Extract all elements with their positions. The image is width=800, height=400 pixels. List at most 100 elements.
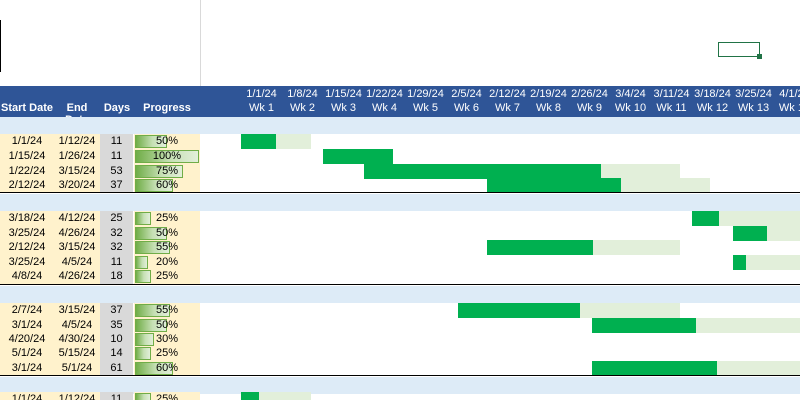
progress-cell[interactable]: 55% xyxy=(134,303,200,318)
end-date-cell[interactable]: 4/30/24 xyxy=(54,332,100,347)
progress-cell[interactable]: 25% xyxy=(134,346,200,361)
days-cell[interactable]: 32 xyxy=(100,226,133,241)
start-date-cell[interactable]: 3/18/24 xyxy=(0,211,54,226)
progress-cell[interactable]: 25% xyxy=(134,211,200,226)
week-number-label: Wk 8 xyxy=(535,102,562,114)
start-date-cell[interactable]: 1/22/24 xyxy=(0,164,54,179)
gantt-bar-remaining[interactable] xyxy=(276,134,312,149)
gantt-bar-remaining[interactable] xyxy=(580,303,681,318)
end-date-cell[interactable]: 4/26/24 xyxy=(54,269,100,284)
end-date-cell[interactable]: 3/15/24 xyxy=(54,303,100,318)
week-number-label: Wk 14 xyxy=(778,102,800,114)
days-cell[interactable]: 25 xyxy=(100,211,133,226)
days-cell[interactable]: 11 xyxy=(100,149,133,164)
end-date-cell[interactable]: 4/12/24 xyxy=(54,211,100,226)
start-date-cell[interactable]: 1/1/24 xyxy=(0,392,54,400)
days-cell[interactable]: 37 xyxy=(100,303,133,318)
progress-cell[interactable]: 50% xyxy=(134,134,200,149)
start-date-cell[interactable]: 3/1/24 xyxy=(0,361,54,376)
section-band xyxy=(0,377,800,394)
gantt-bar-remaining[interactable] xyxy=(719,211,800,226)
progress-cell[interactable]: 60% xyxy=(134,361,200,376)
gantt-bar-complete[interactable] xyxy=(241,134,277,149)
progress-bar xyxy=(135,179,174,192)
start-date-cell[interactable]: 5/1/24 xyxy=(0,346,54,361)
days-cell[interactable]: 11 xyxy=(100,134,133,149)
progress-bar xyxy=(135,150,199,163)
gantt-bar-remaining[interactable] xyxy=(766,226,800,241)
end-date-cell[interactable]: 4/26/24 xyxy=(54,226,100,241)
gantt-bar-complete[interactable] xyxy=(592,361,717,376)
start-date-cell[interactable]: 3/25/24 xyxy=(0,255,54,270)
progress-bar xyxy=(135,135,167,148)
start-date-cell[interactable]: 2/12/24 xyxy=(0,178,54,193)
start-date-cell[interactable]: 1/1/24 xyxy=(0,134,54,149)
gantt-bar-remaining[interactable] xyxy=(258,392,312,400)
gantt-bar-remaining[interactable] xyxy=(620,178,710,193)
days-cell[interactable]: 11 xyxy=(100,392,133,400)
fill-handle[interactable] xyxy=(757,54,762,59)
selected-cell[interactable] xyxy=(718,42,760,57)
cell-border-left xyxy=(0,20,1,72)
start-date-cell[interactable]: 2/12/24 xyxy=(0,240,54,255)
gantt-bar-remaining[interactable] xyxy=(746,255,800,270)
days-cell[interactable]: 10 xyxy=(100,332,133,347)
progress-cell[interactable]: 55% xyxy=(134,240,200,255)
gantt-bar-complete[interactable] xyxy=(733,226,767,241)
progress-value: 50% xyxy=(155,319,179,331)
gantt-bar-remaining[interactable] xyxy=(716,361,800,376)
end-date-cell[interactable]: 3/20/24 xyxy=(54,178,100,193)
days-cell[interactable]: 53 xyxy=(100,164,133,179)
progress-cell[interactable]: 25% xyxy=(134,392,200,400)
progress-cell[interactable]: 60% xyxy=(134,178,200,193)
gantt-bar-remaining[interactable] xyxy=(593,240,681,255)
header-progress: Progress xyxy=(143,102,191,114)
progress-cell[interactable]: 100% xyxy=(134,149,200,164)
days-cell[interactable]: 32 xyxy=(100,240,133,255)
start-date-cell[interactable]: 4/20/24 xyxy=(0,332,54,347)
progress-cell[interactable]: 30% xyxy=(134,332,200,347)
start-date-cell[interactable]: 4/8/24 xyxy=(0,269,54,284)
days-cell[interactable]: 18 xyxy=(100,269,133,284)
gantt-bar-complete[interactable] xyxy=(692,211,719,226)
gantt-bar-complete[interactable] xyxy=(241,392,259,400)
gantt-bar-complete[interactable] xyxy=(487,178,621,193)
progress-bar xyxy=(135,270,151,283)
end-date-cell[interactable]: 3/15/24 xyxy=(54,240,100,255)
end-date-cell[interactable]: 1/26/24 xyxy=(54,149,100,164)
progress-cell[interactable]: 20% xyxy=(134,255,200,270)
start-date-cell[interactable]: 1/15/24 xyxy=(0,149,54,164)
progress-cell[interactable]: 50% xyxy=(134,226,200,241)
days-cell[interactable]: 35 xyxy=(100,318,133,333)
progress-value: 25% xyxy=(155,347,179,359)
end-date-cell[interactable]: 3/15/24 xyxy=(54,164,100,179)
days-cell[interactable]: 11 xyxy=(100,255,133,270)
gantt-bar-complete[interactable] xyxy=(457,303,581,318)
end-date-cell[interactable]: 5/1/24 xyxy=(54,361,100,376)
days-cell[interactable]: 14 xyxy=(100,346,133,361)
progress-cell[interactable]: 25% xyxy=(134,269,200,284)
gantt-bar-complete[interactable] xyxy=(323,149,394,164)
end-date-cell[interactable]: 1/12/24 xyxy=(54,392,100,400)
start-date-cell[interactable]: 3/25/24 xyxy=(0,226,54,241)
progress-bar xyxy=(135,333,155,346)
gantt-bar-complete[interactable] xyxy=(364,164,602,179)
days-cell[interactable]: 61 xyxy=(100,361,133,376)
end-date-cell[interactable]: 1/12/24 xyxy=(54,134,100,149)
gantt-bar-complete[interactable] xyxy=(592,318,697,333)
gantt-bar-complete[interactable] xyxy=(733,255,747,270)
progress-cell[interactable]: 50% xyxy=(134,318,200,333)
gantt-bar-complete[interactable] xyxy=(487,240,594,255)
gantt-bar-remaining[interactable] xyxy=(601,164,681,179)
end-date-cell[interactable]: 4/5/24 xyxy=(54,255,100,270)
gantt-bar-remaining[interactable] xyxy=(696,318,800,333)
end-date-cell[interactable]: 5/15/24 xyxy=(54,346,100,361)
days-cell[interactable]: 37 xyxy=(100,178,133,193)
start-date-cell[interactable]: 3/1/24 xyxy=(0,318,54,333)
end-date-cell[interactable]: 4/5/24 xyxy=(54,318,100,333)
week-date-label: 1/8/24 xyxy=(287,88,318,100)
start-date-cell[interactable]: 2/7/24 xyxy=(0,303,54,318)
progress-bar xyxy=(135,165,183,178)
progress-cell[interactable]: 75% xyxy=(134,164,200,179)
